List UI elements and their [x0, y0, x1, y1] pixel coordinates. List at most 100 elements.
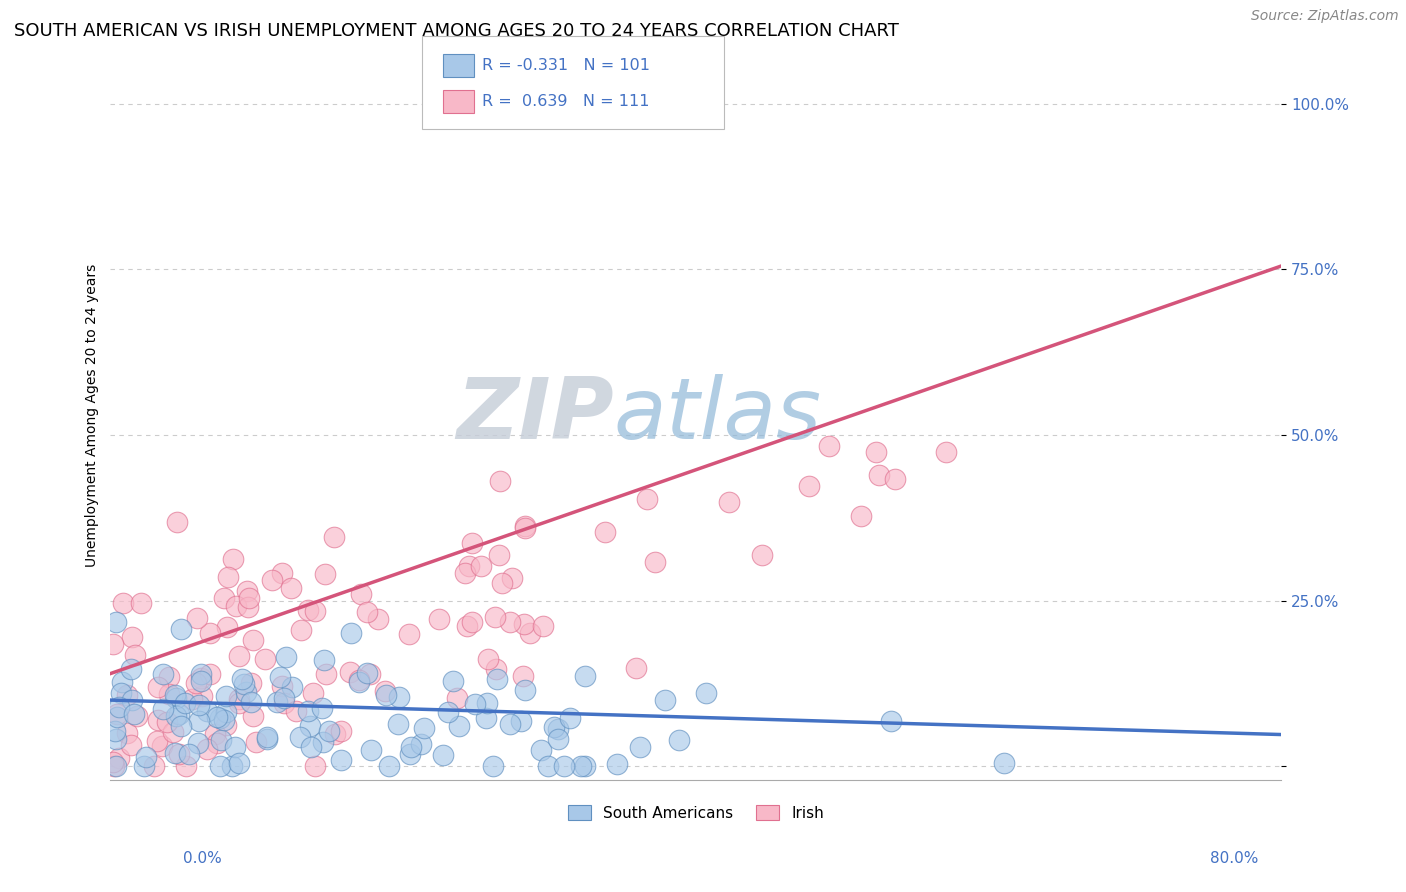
Point [157, 670, 180, 684]
Point [325, 727, 347, 741]
Point [238, 591, 260, 606]
Text: R =  0.639   N = 111: R = 0.639 N = 111 [482, 94, 650, 109]
Point [146, 680, 169, 694]
Point [512, 668, 534, 682]
Point [205, 710, 228, 724]
Point [269, 670, 291, 684]
Point [166, 515, 188, 529]
Point [273, 696, 295, 710]
Point [198, 626, 221, 640]
Point [146, 714, 169, 728]
Point [105, 707, 128, 722]
Point [190, 667, 212, 681]
Point [378, 759, 401, 773]
Point [195, 704, 218, 718]
Point [101, 637, 124, 651]
Point [367, 612, 389, 626]
Point [228, 696, 250, 710]
Point [329, 753, 352, 767]
Point [475, 696, 498, 710]
Point [163, 746, 186, 760]
Point [304, 603, 326, 617]
Point [152, 702, 174, 716]
Point [205, 736, 228, 750]
Point [232, 677, 254, 691]
Point [751, 548, 773, 562]
Point [290, 623, 312, 637]
Point [165, 691, 187, 706]
Text: Source: ZipAtlas.com: Source: ZipAtlas.com [1251, 9, 1399, 23]
Point [460, 536, 482, 550]
Point [474, 711, 496, 725]
Point [304, 759, 326, 773]
Point [513, 616, 536, 631]
Point [150, 739, 173, 754]
Point [215, 705, 238, 719]
Point [574, 669, 596, 683]
Point [274, 650, 297, 665]
Point [297, 704, 319, 718]
Point [127, 708, 149, 723]
Point [399, 740, 422, 755]
Point [547, 731, 569, 746]
Point [209, 759, 232, 773]
Point [280, 581, 302, 595]
Point [513, 521, 536, 535]
Point [273, 690, 295, 705]
Point [509, 714, 531, 728]
Point [695, 686, 717, 700]
Point [103, 759, 125, 773]
Point [449, 719, 471, 733]
Point [347, 675, 370, 690]
Point [212, 591, 235, 605]
Point [387, 716, 409, 731]
Point [208, 710, 231, 724]
Point [644, 555, 666, 569]
Point [124, 648, 146, 662]
Point [105, 731, 128, 746]
Point [215, 718, 238, 732]
Point [242, 709, 264, 723]
Point [849, 508, 872, 523]
Point [224, 740, 246, 755]
Point [266, 695, 288, 709]
Point [239, 695, 262, 709]
Point [513, 683, 536, 698]
Point [188, 714, 211, 729]
Point [302, 686, 325, 700]
Point [531, 619, 554, 633]
Point [491, 575, 513, 590]
Point [107, 700, 129, 714]
Point [350, 587, 373, 601]
Point [340, 626, 363, 640]
Point [174, 697, 197, 711]
Point [146, 733, 169, 747]
Point [935, 444, 957, 458]
Point [330, 723, 353, 738]
Point [228, 648, 250, 663]
Point [174, 759, 197, 773]
Point [157, 687, 180, 701]
Text: 0.0%: 0.0% [183, 851, 222, 865]
Point [499, 716, 522, 731]
Point [797, 479, 820, 493]
Point [120, 738, 142, 752]
Point [215, 689, 238, 703]
Point [339, 665, 361, 679]
Point [181, 691, 204, 706]
Point [547, 722, 569, 736]
Point [105, 615, 128, 629]
Point [553, 759, 575, 773]
Point [262, 574, 284, 588]
Point [569, 759, 592, 773]
Point [228, 756, 250, 770]
Text: atlas: atlas [614, 374, 821, 457]
Point [209, 733, 232, 747]
Point [457, 558, 479, 573]
Point [135, 750, 157, 764]
Point [221, 759, 243, 773]
Point [236, 600, 259, 615]
Point [281, 680, 304, 694]
Point [312, 735, 335, 749]
Point [184, 676, 207, 690]
